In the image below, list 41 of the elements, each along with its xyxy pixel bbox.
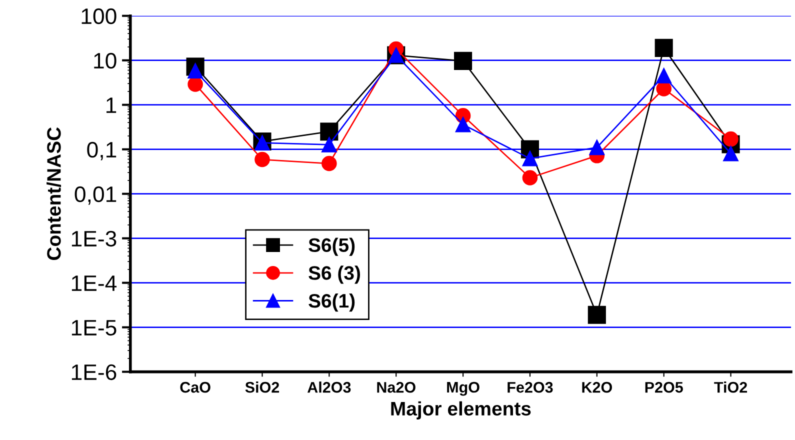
x-tick-label: MgO	[447, 382, 480, 396]
point	[588, 306, 606, 324]
y-tick-label: 0,1	[87, 142, 116, 160]
legend-label: S6 (3)	[308, 266, 360, 284]
y-tick-label: 1E-4	[72, 276, 117, 291]
x-tick-label: K2O	[582, 382, 612, 393]
y-tick-label: 1E-3	[72, 230, 116, 247]
point	[254, 135, 270, 150]
point	[589, 140, 605, 156]
point	[188, 63, 203, 78]
y-axis-title: Content/NASC	[46, 127, 62, 260]
y-tick-label: 1E-5	[72, 320, 116, 336]
point	[454, 52, 472, 70]
point	[322, 156, 337, 172]
y-tick-label: 0,01	[74, 186, 116, 205]
x-tick-label: P2O5	[645, 382, 683, 393]
point	[455, 116, 471, 132]
x-tick-label: Na2O	[377, 382, 416, 393]
x-tick-label: TiO2	[714, 382, 748, 393]
point	[188, 76, 203, 92]
point	[254, 152, 270, 168]
point	[320, 122, 338, 141]
x-tick-label: SiO2	[245, 382, 280, 393]
legend-label: S6(5)	[308, 238, 355, 256]
y-tick-label: 1	[106, 98, 116, 113]
x-tick-label: CaO	[180, 382, 210, 393]
point	[656, 81, 672, 96]
point	[522, 170, 538, 186]
x-tick-label: Fe2O3	[508, 382, 553, 393]
point	[656, 68, 672, 84]
point	[723, 131, 738, 147]
y-tick-label: 1E-6	[72, 364, 116, 380]
legend-label: S6(1)	[308, 293, 355, 312]
point	[322, 137, 337, 152]
y-tick-label: 10	[94, 52, 116, 69]
point	[522, 150, 538, 166]
x-tick-label: Al2O3	[307, 382, 351, 393]
x-axis-title: Major elements	[391, 401, 531, 420]
y-tick-label: 100	[82, 8, 116, 24]
point	[723, 146, 738, 162]
point	[654, 38, 673, 57]
